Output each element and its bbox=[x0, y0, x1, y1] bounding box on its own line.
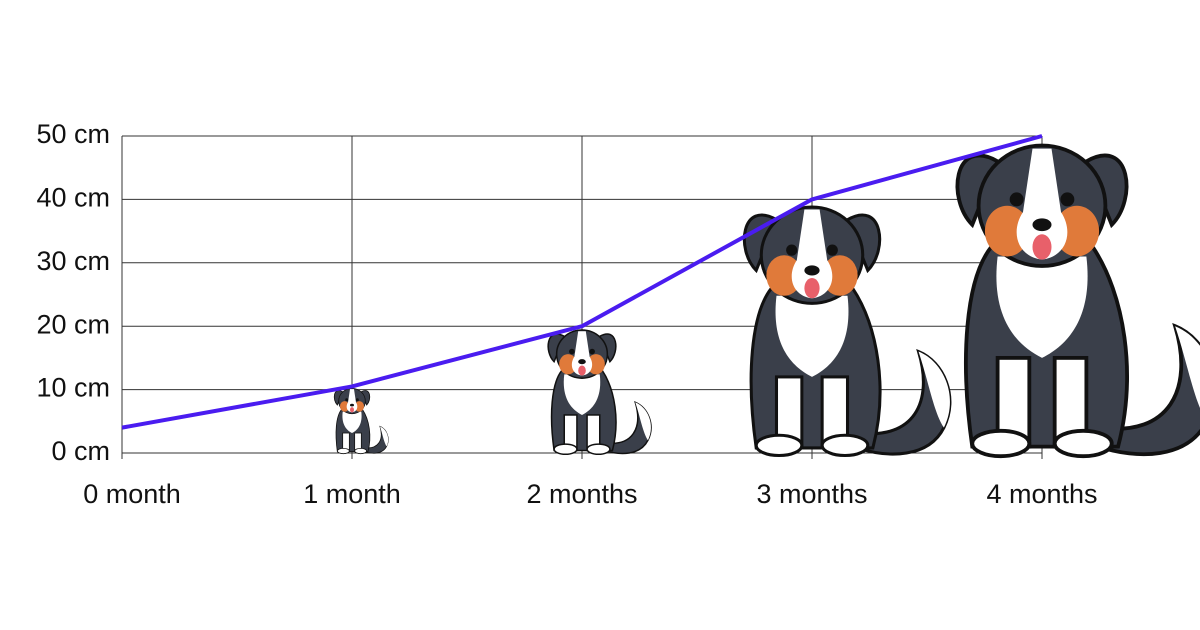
dog-cheek bbox=[766, 255, 802, 296]
dog-eye bbox=[1009, 192, 1024, 207]
dog-nose bbox=[1032, 218, 1052, 232]
dog-tongue bbox=[804, 278, 820, 299]
dog-tongue bbox=[1032, 234, 1052, 260]
y-tick-label: 20 cm bbox=[36, 309, 110, 339]
dog-illustration bbox=[955, 143, 1200, 459]
dog-tongue bbox=[578, 365, 586, 376]
x-tick-label: 4 months bbox=[986, 479, 1097, 509]
dog-cheek bbox=[559, 354, 577, 375]
dog-blaze bbox=[791, 209, 833, 299]
dog-tongue bbox=[350, 407, 354, 413]
dog-illustration bbox=[547, 329, 652, 456]
dog-paw bbox=[1052, 428, 1114, 459]
dog-nose bbox=[804, 265, 820, 276]
dog-paw bbox=[820, 433, 870, 458]
dog-chest bbox=[775, 295, 849, 377]
dog-eye bbox=[569, 348, 575, 355]
y-tick-label: 50 cm bbox=[36, 119, 110, 149]
dog-illustration bbox=[742, 205, 952, 458]
x-tick-label: 3 months bbox=[756, 479, 867, 509]
x-tick-label: 0 month bbox=[83, 479, 181, 509]
dog-chest bbox=[563, 374, 601, 415]
dog-blaze bbox=[571, 331, 593, 376]
dog-paw bbox=[586, 443, 611, 456]
dog-eye bbox=[589, 348, 595, 355]
dog-tail bbox=[1097, 322, 1200, 457]
dog-nose bbox=[578, 359, 586, 365]
x-tick-label: 2 months bbox=[526, 479, 637, 509]
dog-eye bbox=[355, 398, 359, 402]
y-tick-label: 30 cm bbox=[36, 246, 110, 276]
x-tick-label: 1 month bbox=[303, 479, 401, 509]
y-tick-label: 0 cm bbox=[51, 436, 110, 466]
dog-cheek bbox=[354, 401, 364, 412]
dog-paw bbox=[970, 428, 1032, 459]
dog-paw bbox=[336, 447, 350, 455]
dog-blaze bbox=[1016, 148, 1068, 260]
dog-tail-tip bbox=[918, 351, 950, 428]
dog-cheek bbox=[822, 255, 858, 296]
line-series bbox=[121, 134, 1043, 430]
dog-eye bbox=[1060, 192, 1075, 207]
dog-tail-tip bbox=[1175, 326, 1200, 408]
dog-chest bbox=[342, 411, 362, 434]
dog-cheek bbox=[340, 401, 350, 412]
dog-paw bbox=[354, 447, 368, 455]
dog-paw bbox=[754, 433, 804, 458]
dog-blaze bbox=[346, 389, 358, 413]
dog-illustration bbox=[333, 388, 389, 455]
dog-cheek bbox=[984, 205, 1030, 257]
dog-cheek bbox=[1054, 205, 1100, 257]
y-tick-label: 10 cm bbox=[36, 373, 110, 403]
dog-cheek bbox=[587, 354, 605, 375]
dog-nose bbox=[350, 403, 354, 407]
dog-tail-tip bbox=[635, 402, 651, 441]
dog-eye bbox=[786, 244, 798, 256]
dog-eye bbox=[345, 398, 349, 402]
dog-eye bbox=[826, 244, 838, 256]
dog-chest bbox=[996, 256, 1088, 358]
dog-paw bbox=[553, 443, 578, 456]
y-tick-label: 40 cm bbox=[36, 183, 110, 213]
dog-tail-tip bbox=[379, 426, 389, 447]
